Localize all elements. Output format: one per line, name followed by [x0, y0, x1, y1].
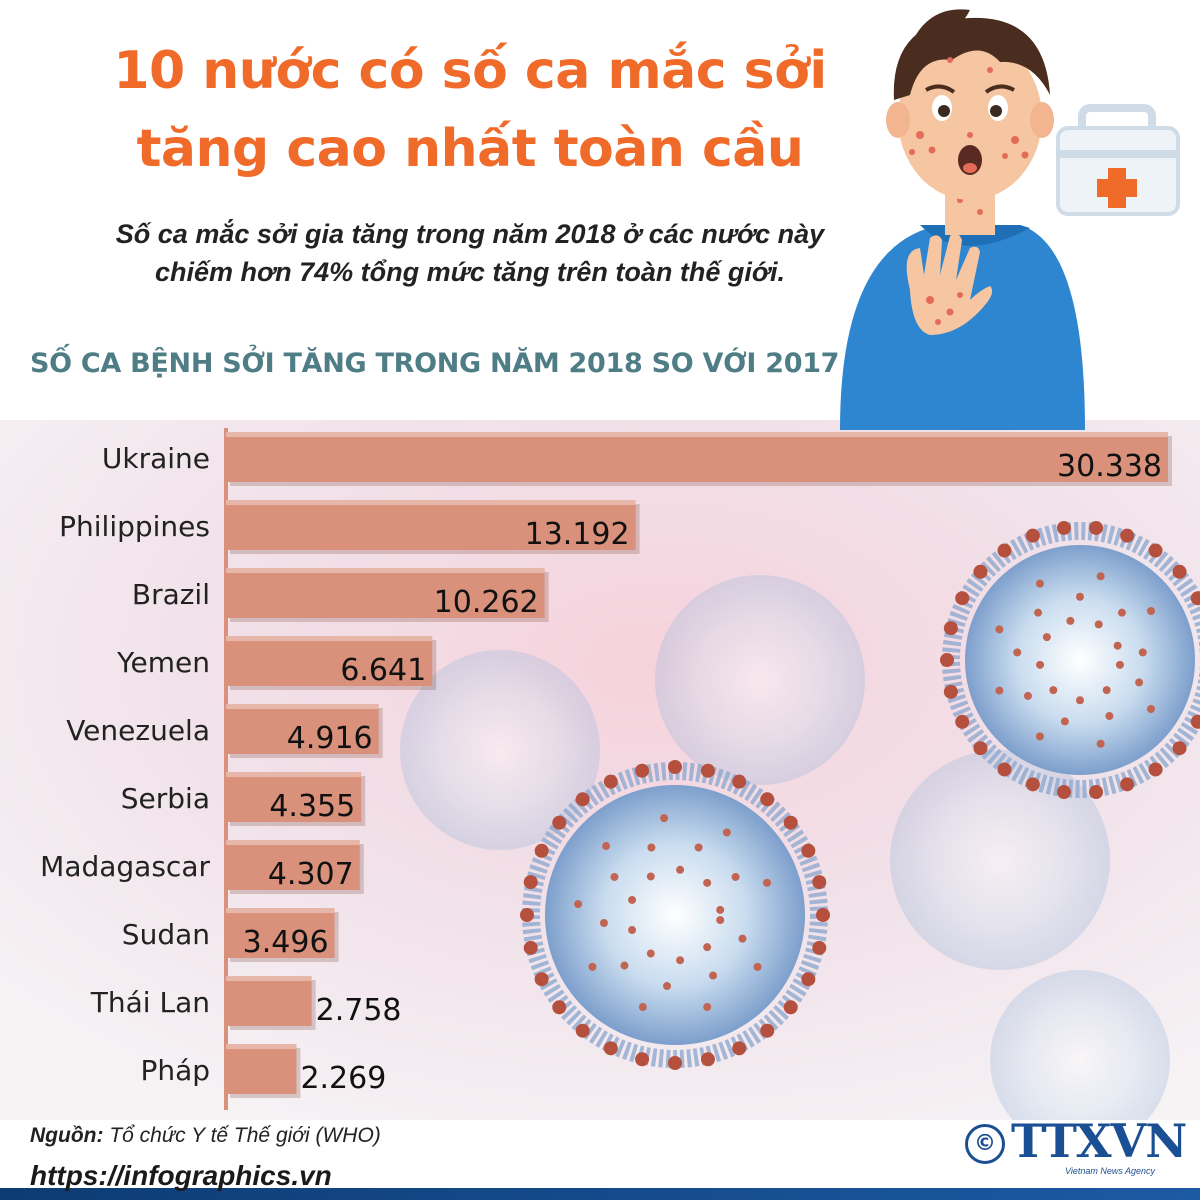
page-title-line-2: tăng cao nhất toàn cầu — [136, 119, 804, 179]
category-label: Venezuela — [66, 714, 210, 747]
bar-6 — [226, 772, 362, 822]
category-label: Ukraine — [102, 442, 210, 475]
category-label: Sudan — [122, 918, 210, 951]
bar-10 — [226, 1044, 297, 1094]
subtitle-line-1: Số ca mắc sởi gia tăng trong năm 2018 ở … — [115, 219, 825, 249]
bar-2 — [226, 500, 636, 550]
footer-bar — [0, 1188, 1200, 1200]
category-label: Brazil — [132, 578, 210, 611]
bar-highlight — [226, 636, 433, 641]
bar-8 — [226, 908, 335, 958]
website-link[interactable]: https://infographics.vn — [30, 1160, 332, 1191]
value-label: 13.192 — [525, 517, 630, 552]
copyright-icon: © — [965, 1124, 1005, 1164]
bar-1 — [226, 432, 1168, 482]
bar-highlight — [226, 568, 545, 573]
bar-highlight — [226, 772, 362, 777]
sick-boy-illustration — [840, 9, 1180, 430]
virus-medium-icon — [520, 760, 830, 1070]
bar-5 — [226, 704, 379, 754]
bar-chart: Ukraine 30.338 Philippines 13.192 Brazil 10.2… — [40, 428, 1172, 1110]
value-label: 30.338 — [1057, 449, 1162, 484]
category-label: Yemen — [116, 646, 210, 679]
value-label: 4.355 — [269, 789, 355, 824]
bar-highlight — [226, 976, 312, 981]
value-label: 2.269 — [300, 1061, 386, 1096]
value-label: 2.758 — [316, 993, 402, 1028]
bar-4 — [226, 636, 433, 686]
bar-3 — [226, 568, 545, 618]
chart-title: SỐ CA BỆNH SỞI TĂNG TRONG NĂM 2018 SO VỚ… — [30, 348, 840, 379]
bar-9 — [226, 976, 312, 1026]
bar-7 — [226, 840, 360, 890]
bar-highlight — [226, 432, 1168, 437]
category-label: Thái Lan — [90, 986, 210, 1019]
value-label: 4.916 — [287, 721, 373, 756]
page-title-line-1: 10 nước có số ca mắc sởi — [113, 41, 827, 101]
value-label: 4.307 — [268, 857, 354, 892]
value-label: 10.262 — [434, 585, 539, 620]
category-label: Madagascar — [40, 850, 210, 883]
value-label: 3.496 — [243, 925, 329, 960]
source-label: Nguồn: — [30, 1124, 104, 1147]
bar-highlight — [226, 908, 335, 913]
bar-highlight — [226, 500, 636, 505]
category-label: Pháp — [140, 1054, 210, 1087]
first-aid-kit-icon — [1056, 104, 1180, 216]
subtitle-line-2: chiếm hơn 74% tổng mức tăng trên toàn th… — [154, 257, 786, 287]
bar-highlight — [226, 1044, 297, 1049]
bar-highlight — [226, 840, 360, 845]
source-value: Tổ chức Y tế Thế giới (WHO) — [109, 1124, 381, 1147]
category-label: Serbia — [121, 782, 210, 815]
value-label: 6.641 — [340, 653, 426, 688]
logo-subtitle: Vietnam News Agency — [1065, 1166, 1156, 1176]
logo-text: TTXVN — [1011, 1114, 1187, 1168]
source-note: Nguồn: Tổ chức Y tế Thế giới (WHO) — [30, 1124, 381, 1148]
virus-large-icon — [940, 520, 1200, 800]
ttxvn-logo: © TTXVN Vietnam News Agency — [965, 1114, 1187, 1176]
bar-highlight — [226, 704, 379, 709]
category-label: Philippines — [59, 510, 210, 543]
